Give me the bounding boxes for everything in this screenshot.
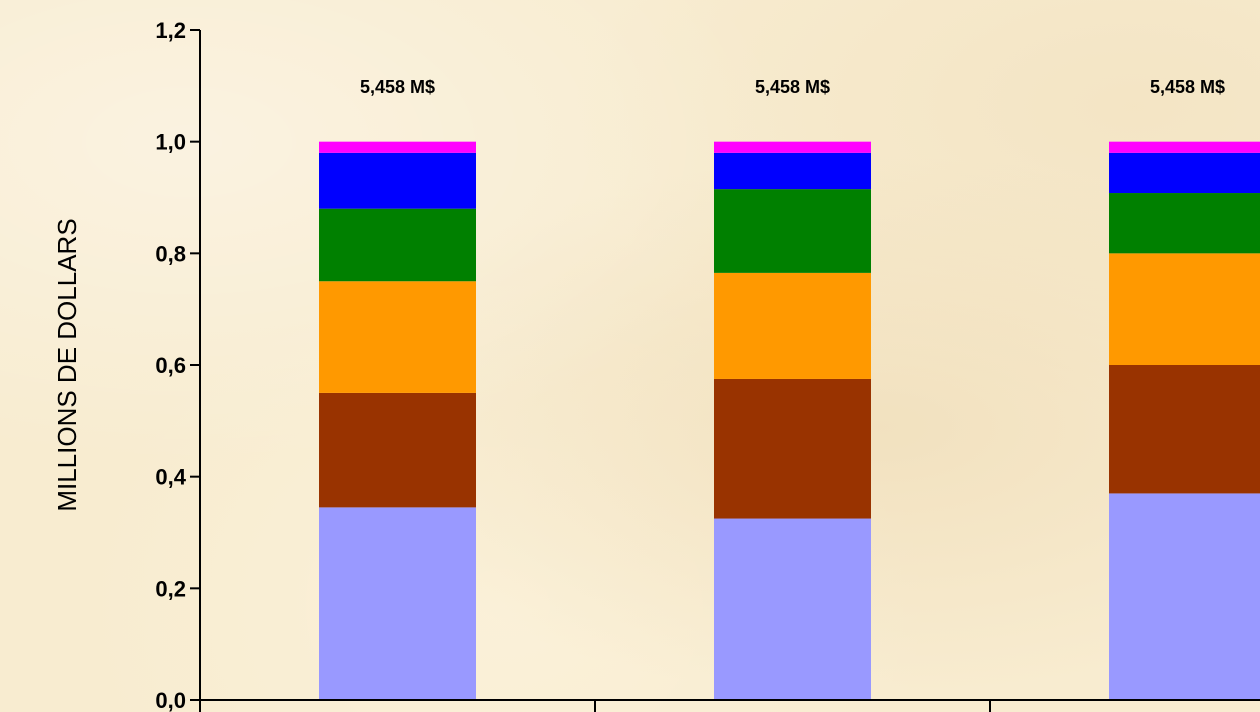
axes [199, 30, 1260, 712]
bar-total-label: 5,458 M$ [360, 77, 435, 97]
bar-segment [319, 507, 476, 700]
bar-segment [319, 141, 476, 153]
bar-segment [714, 189, 871, 273]
bar-segment [714, 518, 871, 700]
bar-total-labels: 5,458 M$ 5,458 M$ 5,458 M$ [360, 77, 1225, 97]
bar-segment [319, 208, 476, 282]
y-axis-ticks: 0,0 0,2 0,4 0,6 0,8 1,0 1,2 [155, 18, 200, 712]
y-tick-label: 0,4 [155, 465, 186, 490]
bar-segment [1109, 493, 1260, 700]
bars [319, 141, 1260, 700]
y-tick-label: 0,8 [155, 241, 186, 266]
bar-segment [714, 272, 871, 379]
bar-segment [1109, 193, 1260, 254]
bar-segment [1109, 141, 1260, 153]
y-tick-label: 0,6 [155, 353, 186, 378]
y-axis-title-group: MILLIONS DE DOLLARS [52, 218, 82, 511]
y-tick-label: 1,0 [155, 130, 186, 155]
bar-total-label: 5,458 M$ [1150, 77, 1225, 97]
bar-segment [714, 378, 871, 519]
bar-segment [319, 392, 476, 508]
bar-segment [714, 152, 871, 190]
bar-segment [714, 141, 871, 153]
y-tick-label: 0,2 [155, 576, 186, 601]
bar-segment [319, 152, 476, 209]
bar-segment [1109, 365, 1260, 494]
y-axis-title: MILLIONS DE DOLLARS [52, 218, 82, 511]
y-tick-label: 0,0 [155, 688, 186, 712]
bar-total-label: 5,458 M$ [755, 77, 830, 97]
bar-segment [1109, 253, 1260, 365]
bar-segment [1109, 152, 1260, 194]
bar-segment [319, 281, 476, 393]
y-tick-label: 1,2 [155, 18, 186, 43]
